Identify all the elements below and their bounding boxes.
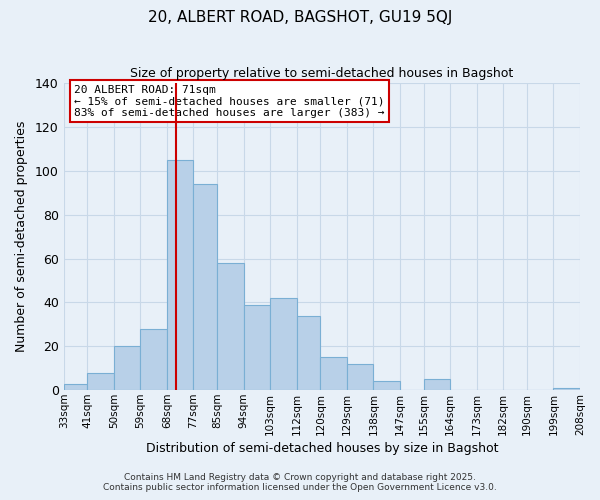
Bar	[64, 384, 87, 390]
Bar	[270, 298, 297, 390]
Bar	[373, 382, 400, 390]
Title: Size of property relative to semi-detached houses in Bagshot: Size of property relative to semi-detach…	[130, 68, 514, 80]
X-axis label: Distribution of semi-detached houses by size in Bagshot: Distribution of semi-detached houses by …	[146, 442, 498, 455]
Text: 20, ALBERT ROAD, BAGSHOT, GU19 5QJ: 20, ALBERT ROAD, BAGSHOT, GU19 5QJ	[148, 10, 452, 25]
Bar	[193, 184, 217, 390]
Bar	[320, 357, 347, 390]
Bar	[87, 372, 114, 390]
Bar	[553, 388, 580, 390]
Bar	[424, 379, 450, 390]
Bar	[114, 346, 140, 390]
Bar	[140, 328, 167, 390]
Text: 20 ALBERT ROAD: 71sqm
← 15% of semi-detached houses are smaller (71)
83% of semi: 20 ALBERT ROAD: 71sqm ← 15% of semi-deta…	[74, 84, 385, 118]
Text: Contains HM Land Registry data © Crown copyright and database right 2025.
Contai: Contains HM Land Registry data © Crown c…	[103, 473, 497, 492]
Bar	[347, 364, 373, 390]
Bar	[217, 263, 244, 390]
Y-axis label: Number of semi-detached properties: Number of semi-detached properties	[15, 121, 28, 352]
Bar	[167, 160, 193, 390]
Bar	[297, 316, 320, 390]
Bar	[244, 304, 270, 390]
